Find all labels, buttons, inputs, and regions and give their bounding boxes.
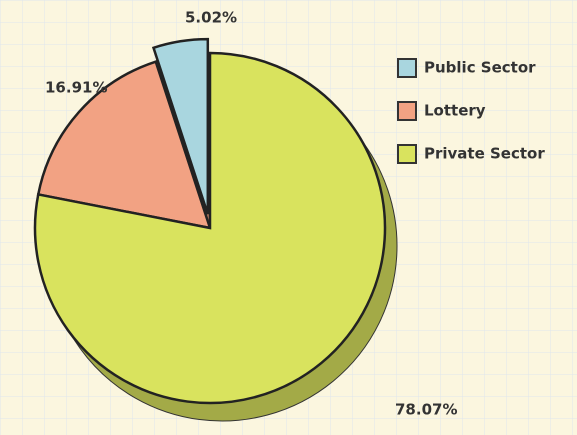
pie [33,37,387,405]
legend-label: Public Sector [424,59,536,77]
legend-label: Private Sector [424,145,545,163]
data-label: 5.02% [185,9,237,27]
legend-label: Lottery [424,102,486,120]
legend-swatch [397,144,417,164]
data-label: 78.07% [395,401,457,419]
legend-swatch [397,101,417,121]
pie-slice [36,60,212,230]
pie-slice [33,51,387,405]
data-label: 16.91% [45,79,107,97]
legend-swatch [397,58,417,78]
legend: Public Sector Lottery Private Sector [397,58,545,164]
pie-slice [151,37,210,215]
